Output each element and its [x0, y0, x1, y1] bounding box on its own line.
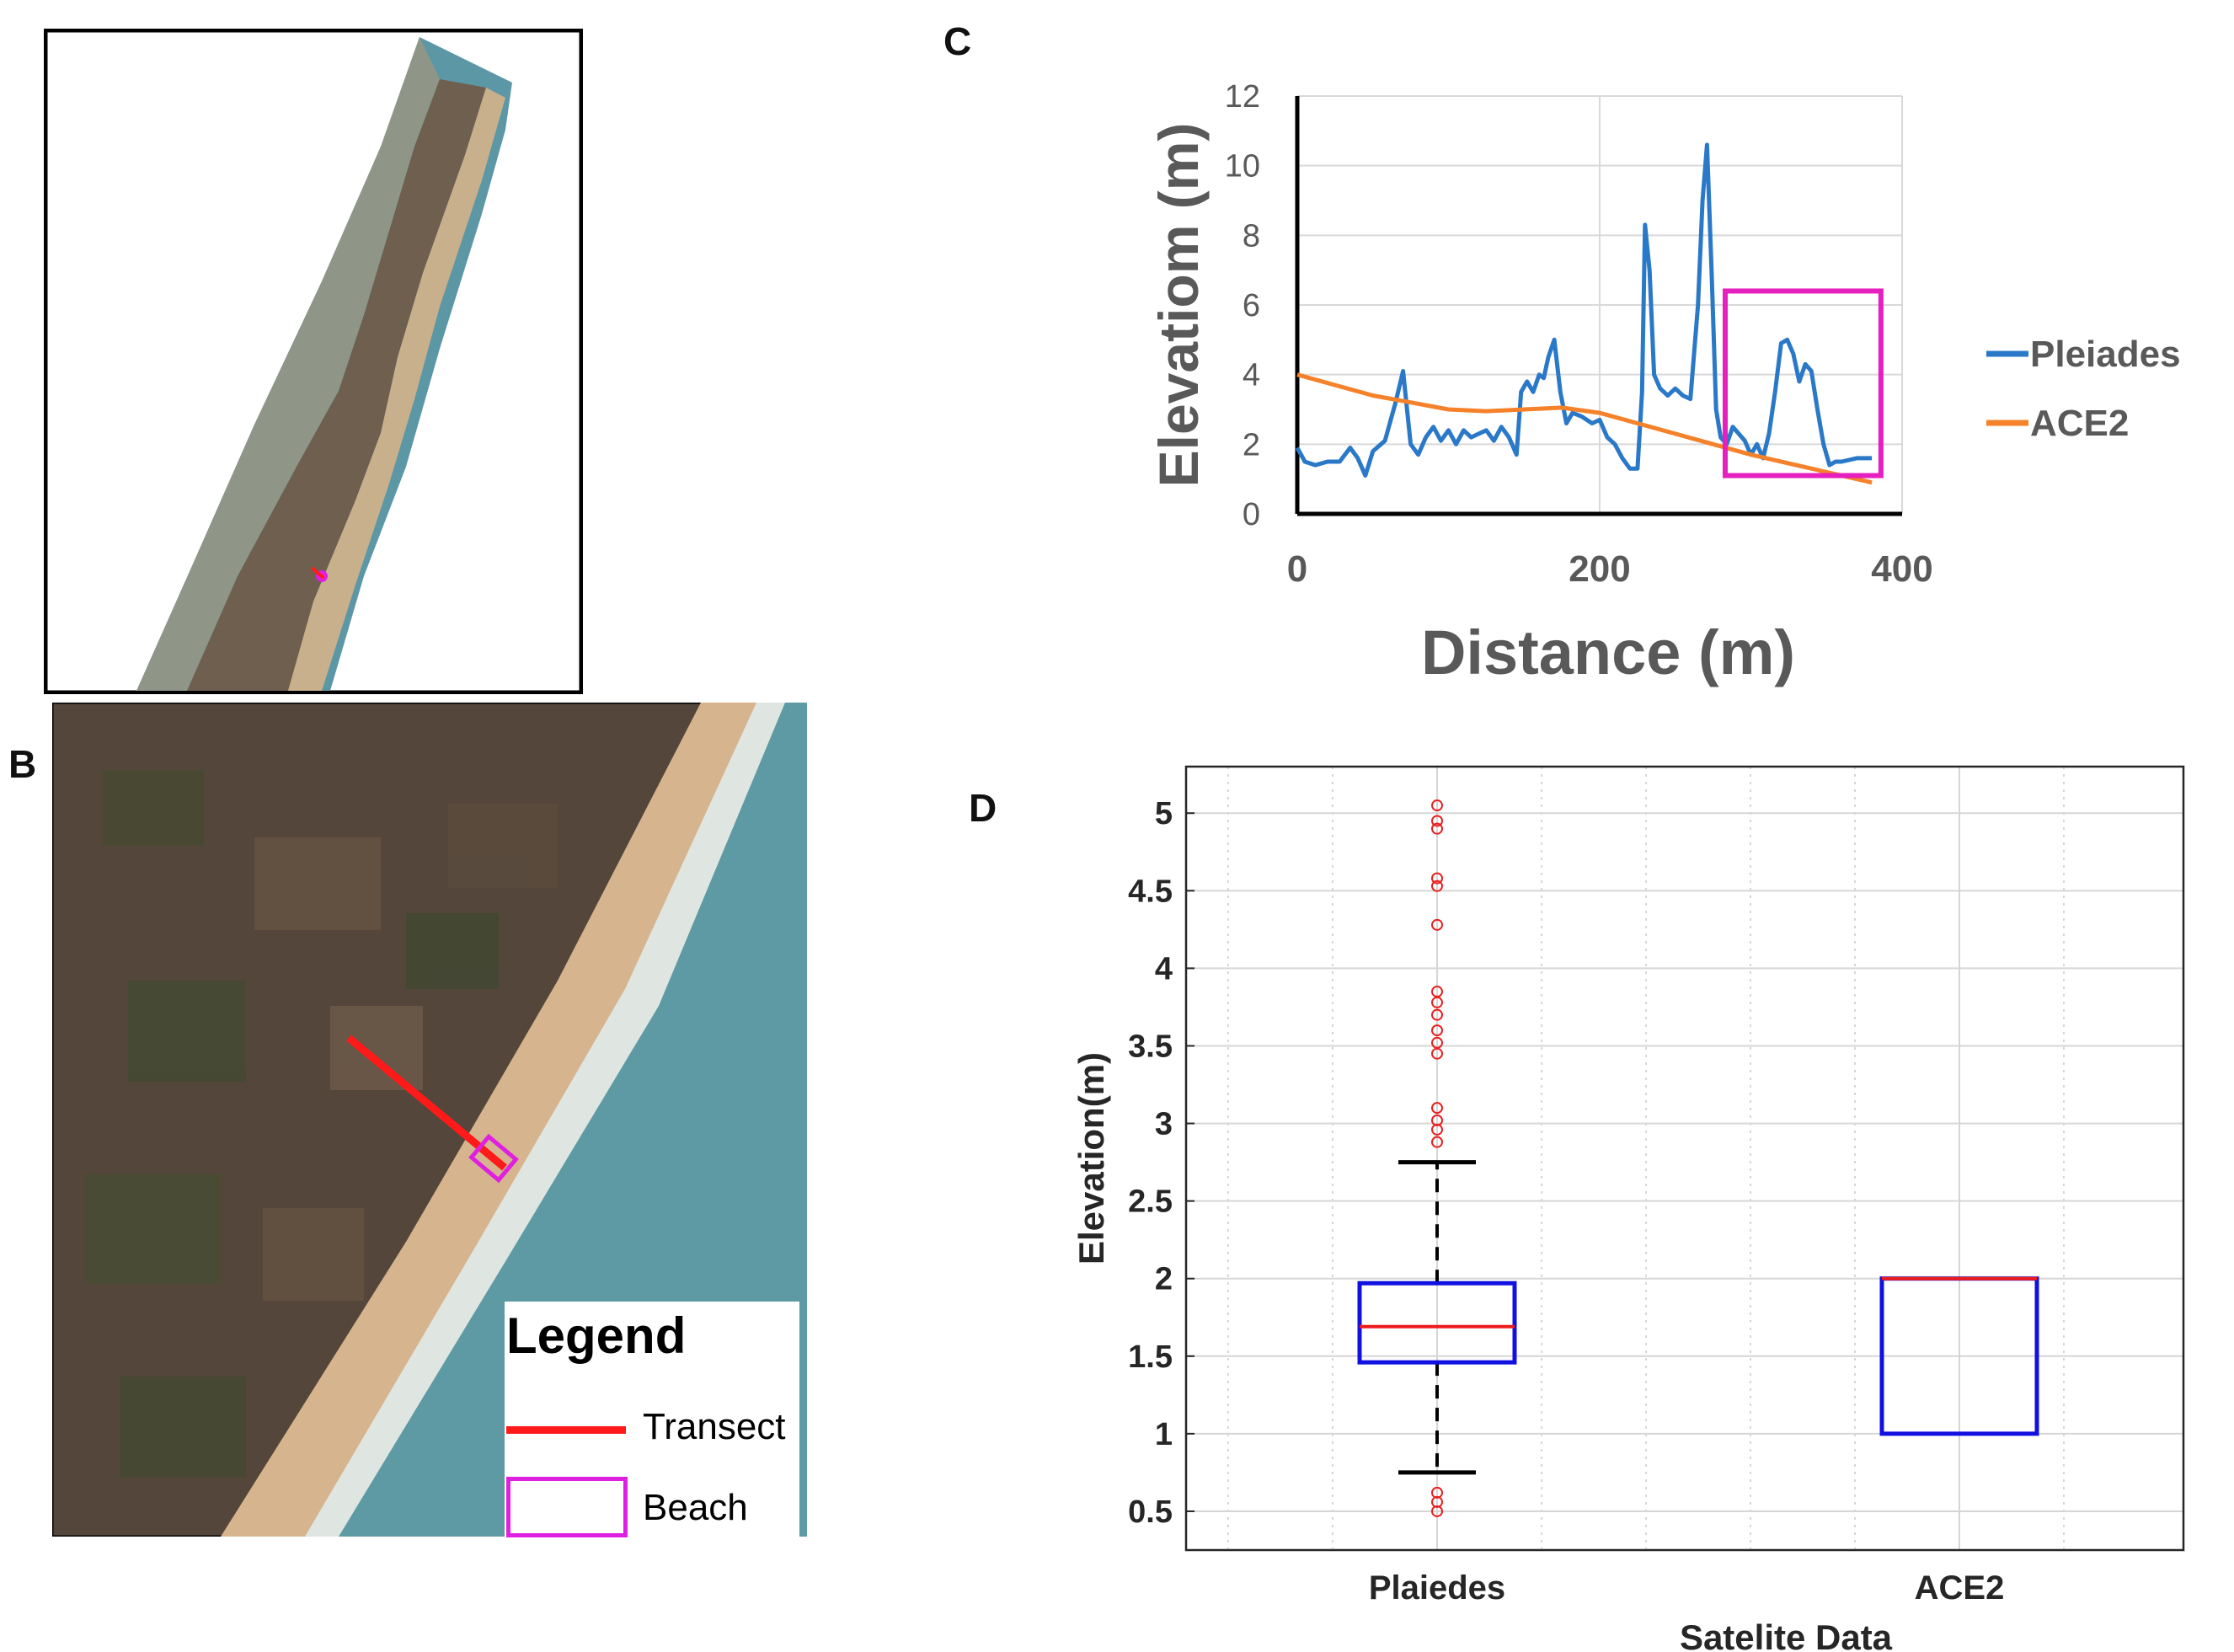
d-ytick-label-5: 3 — [1155, 1107, 1173, 1142]
d-box-plaiedes — [1357, 1280, 1517, 1365]
d-xtick-label-ace2: ACE2 — [1915, 1569, 2005, 1607]
d-ytick-label-6: 3.5 — [1128, 1029, 1173, 1064]
d-outlier-plaiedes-15 — [1431, 872, 1443, 885]
d-x-axis-title: Satelite Data — [1680, 1617, 1893, 1652]
c-xtick-label-2: 400 — [1871, 548, 1932, 590]
d-plot-frame — [1184, 765, 2185, 1552]
legend-title: Legend — [506, 1307, 687, 1364]
overview-map-beach — [288, 88, 505, 691]
d-outlier-plaiedes-3 — [1431, 1136, 1443, 1148]
c-legend-label-ace2: ACE2 — [2030, 403, 2129, 444]
d-outlier-plaiedes-14 — [1431, 879, 1443, 892]
elevation-profile-chart: 0 2 4 6 8 10 12 0 200 400 Distance (m) Elevatiom (m… — [1147, 79, 2181, 687]
d-ytick-label-9: 5 — [1155, 796, 1173, 831]
d-outlier-plaiedes-16 — [1431, 822, 1443, 835]
d-outlier-plaiedes-6 — [1431, 1102, 1443, 1115]
d-ytick-label-3: 2 — [1155, 1262, 1173, 1297]
d-xtick-label-plaiedes: Plaiedes — [1369, 1569, 1505, 1607]
d-ytick-label-7: 4 — [1155, 951, 1173, 986]
c-ytick-label-5: 10 — [1225, 149, 1260, 184]
c-series-line-pleiades — [1295, 142, 1873, 478]
d-outlier-plaiedes-12 — [1431, 986, 1443, 998]
elevation-boxplot-chart: 0.5 1 1.5 2 2.5 3 3.5 4 4.5 5 Plaiedes ACE2 Satelite… — [1072, 765, 2185, 1652]
c-xtick-label-0: 0 — [1287, 548, 1307, 590]
overview-map — [44, 29, 583, 694]
c-xtick-label-1: 200 — [1569, 548, 1630, 590]
overview-map-land — [187, 79, 486, 691]
c-series-line-ace2 — [1296, 372, 1873, 485]
d-ytick-label-1: 1 — [1155, 1417, 1173, 1452]
d-outlier-plaiedes-9 — [1431, 1024, 1443, 1037]
d-outlier-plaiedes-2 — [1431, 1486, 1443, 1499]
map-legend: Legend Transect Beach — [505, 1302, 799, 1537]
d-outlier-plaiedes-8 — [1431, 1036, 1443, 1049]
c-ytick-label-6: 12 — [1225, 79, 1260, 115]
d-outlier-plaiedes-10 — [1431, 1008, 1443, 1021]
c-ytick-label-1: 2 — [1243, 427, 1260, 462]
c-ytick-label-3: 6 — [1243, 288, 1260, 323]
d-outlier-plaiedes-13 — [1431, 918, 1443, 931]
detail-map-beach — [221, 703, 807, 1537]
legend-label-transect: Transect — [643, 1406, 786, 1447]
c-legend-label-pleiades: Pleiades — [2030, 334, 2181, 375]
panel-c-letter: C — [943, 19, 972, 63]
d-outlier-plaiedes-17 — [1431, 815, 1443, 827]
d-ytick-label-8: 4.5 — [1128, 874, 1173, 909]
d-outlier-plaiedes-5 — [1431, 1114, 1443, 1126]
detail-map-fields — [86, 770, 558, 1478]
detail-map-beach-box — [468, 1133, 519, 1184]
c-ytick-label-2: 4 — [1243, 358, 1260, 393]
d-ytick-label-0: 0.5 — [1128, 1494, 1173, 1530]
c-highlight-box — [1722, 288, 1884, 478]
legend-label-beach: Beach — [643, 1487, 748, 1528]
overview-map-lagoon — [136, 37, 440, 691]
panel-b-letter: B — [8, 742, 37, 786]
c-ytick-label-4: 8 — [1243, 218, 1260, 254]
d-outlier-plaiedes-18 — [1431, 799, 1443, 812]
panel-d-letter: D — [969, 786, 997, 830]
c-ytick-label-0: 0 — [1243, 497, 1260, 532]
beach-swatch — [506, 1477, 628, 1537]
c-y-axis-title: Elevatiom (m) — [1147, 123, 1210, 488]
d-ytick-label-4: 2.5 — [1128, 1184, 1173, 1220]
d-y-axis-title: Elevation(m) — [1072, 1052, 1111, 1264]
c-x-axis-title: Distance (m) — [1421, 617, 1795, 687]
detail-map-surf — [305, 703, 807, 1537]
d-ytick-label-2: 1.5 — [1128, 1339, 1173, 1375]
transect-swatch — [506, 1426, 626, 1434]
